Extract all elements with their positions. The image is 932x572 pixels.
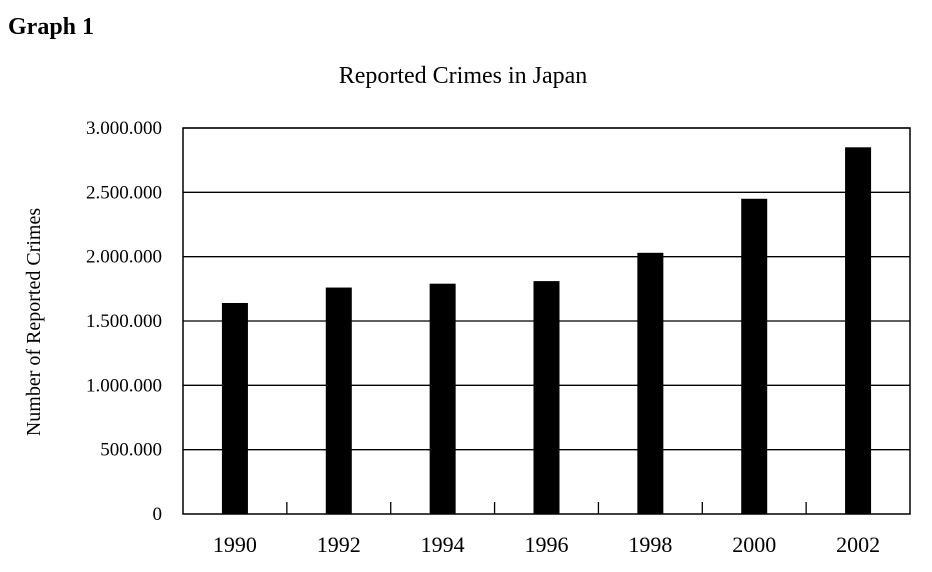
- bar: [533, 281, 560, 514]
- y-tick-label: 2.000.000: [86, 247, 162, 268]
- x-tick-label: 1994: [421, 532, 465, 557]
- x-tick-label: 1992: [317, 532, 361, 557]
- y-tick-label: 2.500.000: [86, 182, 162, 203]
- chart-title: Reported Crimes in Japan: [339, 63, 588, 89]
- bar: [845, 147, 872, 515]
- bar: [429, 283, 456, 514]
- x-tick-label: 1998: [628, 532, 672, 557]
- x-tick-label: 1996: [525, 532, 569, 557]
- y-tick-label: 0: [153, 504, 163, 525]
- x-tick-label: 2002: [836, 532, 880, 557]
- y-tick-label: 3.000.000: [86, 118, 162, 139]
- y-tick-label: 1.000.000: [86, 375, 162, 396]
- y-axis-label: Number of Reported Crimes: [23, 208, 45, 436]
- bar: [637, 252, 664, 514]
- bar: [325, 287, 352, 514]
- bar: [741, 198, 768, 514]
- graph-heading: Graph 1: [8, 14, 95, 40]
- y-tick-label: 1.500.000: [86, 311, 162, 332]
- x-tick-label: 1990: [213, 532, 257, 557]
- x-tick-label: 2000: [732, 532, 776, 557]
- y-tick-label: 500.000: [100, 440, 162, 461]
- plot-frame: [182, 127, 911, 515]
- bar: [221, 302, 248, 514]
